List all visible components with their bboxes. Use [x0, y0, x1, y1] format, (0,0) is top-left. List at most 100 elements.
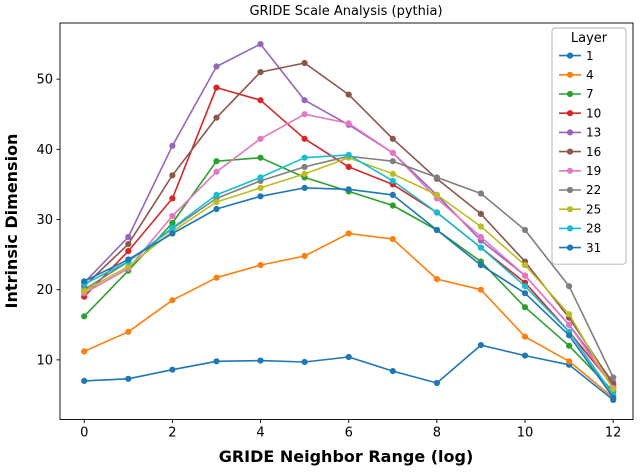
- data-point-marker: [610, 374, 617, 381]
- data-point-marker: [566, 321, 573, 328]
- plot-border: [59, 22, 634, 420]
- y-tick-label: 50: [36, 73, 53, 88]
- legend-label: 25: [586, 202, 601, 216]
- data-point-marker: [389, 202, 396, 209]
- y-axis-label: Intrinsic Dimension: [2, 134, 21, 309]
- data-point-marker: [566, 358, 573, 365]
- data-point-marker: [301, 170, 308, 177]
- data-point-marker: [169, 142, 176, 149]
- data-point-marker: [257, 41, 264, 48]
- data-point-marker: [81, 377, 88, 384]
- data-point-marker: [389, 191, 396, 198]
- data-point-marker: [566, 332, 573, 339]
- data-point-marker: [257, 69, 264, 76]
- data-point-marker: [345, 353, 352, 361]
- series-line-layer-1: [84, 344, 614, 401]
- legend-marker: [566, 206, 574, 213]
- data-point-marker: [125, 241, 132, 248]
- legend-label: 10: [586, 106, 601, 120]
- legend-label: 16: [586, 145, 601, 159]
- data-point-marker: [477, 223, 484, 230]
- legend-label: 7: [586, 87, 594, 101]
- data-point-marker: [301, 111, 308, 118]
- data-point-marker: [389, 177, 396, 184]
- legend-title: Layer: [571, 31, 608, 46]
- data-point-marker: [345, 151, 352, 158]
- legend-marker: [566, 110, 574, 117]
- data-point-marker: [125, 248, 132, 255]
- data-point-marker: [169, 297, 176, 304]
- data-point-marker: [257, 135, 264, 142]
- legend-marker: [566, 186, 574, 194]
- data-point-marker: [477, 244, 484, 251]
- data-point-marker: [477, 210, 484, 217]
- data-point-marker: [566, 283, 573, 290]
- legend-marker: [566, 52, 574, 59]
- data-point-marker: [301, 59, 308, 67]
- data-point-marker: [566, 311, 573, 318]
- legend-marker: [566, 148, 574, 155]
- data-point-marker: [169, 366, 176, 373]
- y-tick-label: 30: [36, 213, 53, 228]
- data-point-marker: [213, 205, 220, 213]
- data-point-marker: [610, 394, 617, 401]
- legend-label: 19: [586, 164, 601, 178]
- data-point-marker: [433, 174, 440, 181]
- plot-area: 0 2 4 6 8 10 12 10 20 30 40 50 Layer 1 4 7 10 13 16 19 22 25 2…: [36, 22, 634, 441]
- data-point-marker: [389, 158, 396, 165]
- data-point-marker: [477, 342, 484, 349]
- data-point-marker: [301, 184, 308, 191]
- data-point-marker: [257, 97, 264, 104]
- data-point-marker: [301, 135, 308, 142]
- x-tick-label: 8: [433, 426, 441, 441]
- legend-marker: [566, 244, 574, 251]
- data-point-marker: [301, 154, 308, 161]
- data-point-marker: [257, 357, 264, 364]
- data-point-marker: [125, 256, 132, 263]
- legend-label: 1: [586, 49, 594, 63]
- data-point-marker: [81, 278, 88, 285]
- data-point-marker: [521, 272, 529, 279]
- data-point-marker: [257, 262, 264, 269]
- data-point-marker: [345, 230, 352, 237]
- data-point-marker: [521, 352, 529, 359]
- data-point-marker: [169, 212, 176, 220]
- data-point-marker: [521, 262, 529, 269]
- data-point-marker: [345, 163, 352, 170]
- data-point-marker: [477, 190, 484, 197]
- data-point-marker: [213, 158, 220, 165]
- x-tick-label: 6: [345, 426, 353, 441]
- data-point-marker: [433, 226, 440, 234]
- y-tick-label: 40: [36, 143, 53, 158]
- data-point-marker: [81, 348, 88, 355]
- data-point-marker: [301, 358, 308, 366]
- data-point-marker: [521, 290, 529, 297]
- data-point-marker: [521, 333, 529, 340]
- data-point-marker: [433, 191, 440, 198]
- x-tick-label: 2: [168, 426, 176, 441]
- data-point-marker: [213, 191, 220, 198]
- data-point-marker: [213, 168, 220, 175]
- data-point-marker: [566, 342, 573, 349]
- data-point-marker: [610, 386, 617, 393]
- data-point-marker: [125, 328, 132, 335]
- data-point-marker: [477, 233, 484, 241]
- data-point-marker: [521, 226, 529, 234]
- data-point-marker: [257, 193, 264, 200]
- data-point-marker: [521, 304, 529, 311]
- data-point-marker: [169, 224, 176, 231]
- x-tick-label: 4: [256, 426, 264, 441]
- data-point-marker: [213, 358, 220, 365]
- data-point-marker: [81, 288, 88, 295]
- data-point-marker: [213, 84, 220, 91]
- legend-label: 22: [586, 183, 601, 197]
- data-point-marker: [477, 286, 484, 293]
- series-line-layer-16: [83, 62, 614, 385]
- legend-marker: [566, 90, 574, 98]
- legend-marker: [566, 71, 574, 78]
- data-point-marker: [257, 174, 264, 181]
- data-point-marker: [169, 172, 176, 179]
- data-point-marker: [389, 149, 396, 156]
- x-tick-label: 0: [80, 426, 88, 441]
